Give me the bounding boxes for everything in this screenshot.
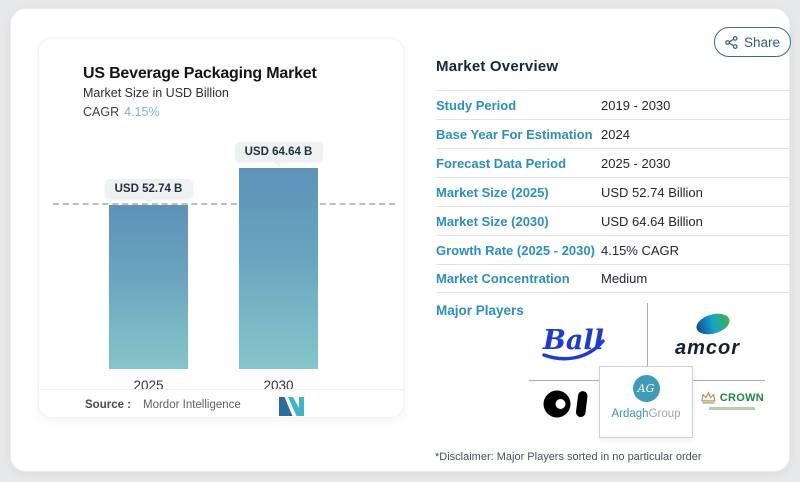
table-row: Market Size (2025) USD 52.74 Billion [436,177,791,206]
bar-value-label: USD 64.64 B [244,146,313,158]
ball-wordmark: Ball [542,325,604,356]
crown-logo: CROWN [700,391,764,410]
row-value: USD 52.74 Billion [601,184,703,200]
source-value: Mordor Intelligence [143,399,241,411]
ardagh-wordmark: ArdaghGroup [611,408,680,420]
share-icon [725,35,738,49]
row-value: Medium [601,271,648,286]
table-row: Market Concentration Medium [436,264,791,293]
row-value: 2024 [601,126,630,142]
amcor-wordmark: amcor [675,337,740,359]
bar [239,168,318,369]
crown-wordmark: CROWN [719,391,764,404]
players-divider-vertical [647,303,648,366]
share-label: Share [743,34,781,50]
row-label: Market Size (2025) [436,184,549,200]
chart-subtitle: Market Size in USD Billion [83,86,229,100]
row-label: Growth Rate (2025 - 2030) [436,242,595,258]
bar-column-2030: USD 64.64 B 2030 [234,125,323,393]
amcor-logo: amcor [675,313,740,359]
row-label: Forecast Data Period [436,155,567,171]
market-overview-panel: US Beverage Packaging Market Market Size… [10,8,791,472]
amcor-swoosh-icon [696,313,730,335]
source-label: Source : [85,399,132,411]
bar-column-2025: USD 52.74 B 2025 [104,125,193,393]
row-label: Market Concentration [436,271,570,286]
table-row: Base Year For Estimation 2024 [436,119,791,148]
crown-tagline [709,407,755,410]
bar-value-pill: USD 52.74 B [104,179,193,204]
row-value: USD 64.64 Billion [601,213,703,229]
overview-table: Study Period 2019 - 2030 Base Year For E… [436,90,791,293]
share-button[interactable]: Share [714,27,791,57]
cagr-line: CAGR 4.15% [83,105,160,119]
major-players-section: Major Players Ball amcor [436,297,791,447]
ardagh-monogram: AG [637,382,655,395]
row-label: Base Year For Estimation [436,126,593,142]
disclaimer-text: *Disclaimer: Major Players sorted in no … [435,451,702,463]
chart-title: US Beverage Packaging Market [83,65,317,82]
ardagh-card: AG ArdaghGroup [599,366,693,438]
row-value: 2025 - 2030 [601,155,671,171]
players-divider-left [529,380,599,381]
row-value: 4.15% CAGR [601,242,680,258]
cagr-value: 4.15% [124,105,160,119]
ardagh-wordmark-secondary: Group [648,408,681,420]
bar [109,205,188,369]
bar-value-label: USD 52.74 B [114,183,183,195]
reference-dashed-line [53,203,395,205]
bar-value-pill: USD 64.64 B [234,142,323,167]
ardagh-wordmark-primary: Ardagh [611,408,649,420]
table-row: Market Size (2030) USD 64.64 Billion [436,206,791,235]
cagr-label: CAGR [83,105,120,119]
players-divider-right [693,380,765,381]
row-label: Market Size (2030) [436,213,549,229]
table-row: Growth Rate (2025 - 2030) 4.15% CAGR [436,235,791,264]
ball-logo: Ball [542,325,605,361]
chart-card: US Beverage Packaging Market Market Size… [39,39,403,417]
crown-icon [701,391,716,404]
overview-heading: Market Overview [436,58,559,75]
major-players-label: Major Players [436,303,524,318]
mordor-intelligence-logo [279,397,304,416]
row-value: 2019 - 2030 [601,97,671,113]
bar-chart: USD 52.74 B 2025 USD 64.64 B 2030 [53,125,395,393]
oi-logo [543,390,588,418]
table-row: Study Period 2019 - 2030 [436,90,791,119]
source-row: Source : Mordor Intelligence [39,389,403,417]
table-row: Forecast Data Period 2025 - 2030 [436,148,791,177]
ardagh-logo-icon: AG [632,375,660,402]
row-label: Study Period [436,97,517,113]
